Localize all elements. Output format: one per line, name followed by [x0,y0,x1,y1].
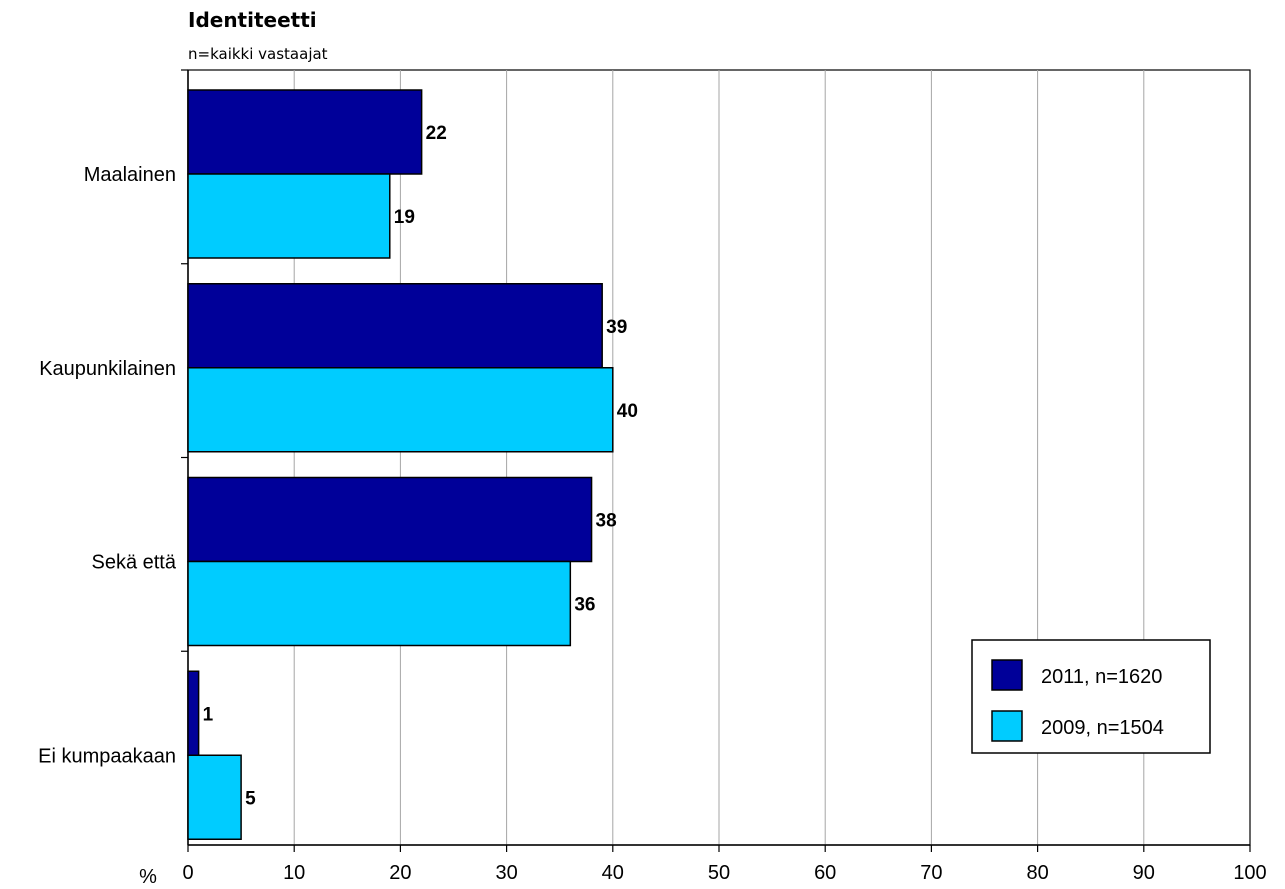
category-label: Maalainen [84,164,176,186]
data-label: 5 [245,788,256,809]
x-tick-label-100: 100 [1233,862,1266,884]
x-tick-label-40: 40 [602,862,624,884]
legend-swatch [991,710,1023,742]
data-label: 22 [426,123,447,144]
bar [187,560,572,647]
chart-title: Identiteetti [188,8,317,32]
bar [187,670,200,756]
legend-label: 2011, n=1620 [1041,666,1162,688]
data-label: 39 [606,317,627,338]
data-label: 38 [596,511,617,532]
category-label: Ei kumpaakaan [38,745,176,767]
bar [187,89,423,175]
x-unit-label: % [139,866,157,888]
x-tick-label-0: 0 [182,862,193,884]
x-tick-label-80: 80 [1026,862,1048,884]
x-tick-label-20: 20 [389,862,411,884]
x-tick-label-50: 50 [708,862,730,884]
category-label: Kaupunkilainen [39,358,176,380]
data-label: 40 [617,401,638,422]
bar [187,173,391,259]
bar [187,754,242,840]
chart-subtitle: n=kaikki vastaajat [188,45,328,63]
data-label: 19 [394,207,415,228]
category-label: Sekä että [91,552,176,574]
bar [187,283,603,369]
x-tick-label-30: 30 [495,862,517,884]
bar [187,367,614,453]
legend-label: 2009, n=1504 [1041,717,1164,739]
data-label: 1 [203,704,214,725]
data-label: 36 [574,595,595,616]
x-tick-label-70: 70 [920,862,942,884]
bar [187,476,593,563]
x-tick-label-10: 10 [283,862,305,884]
x-tick-label-90: 90 [1133,862,1155,884]
x-tick-label-60: 60 [814,862,836,884]
legend-swatch [991,659,1023,691]
